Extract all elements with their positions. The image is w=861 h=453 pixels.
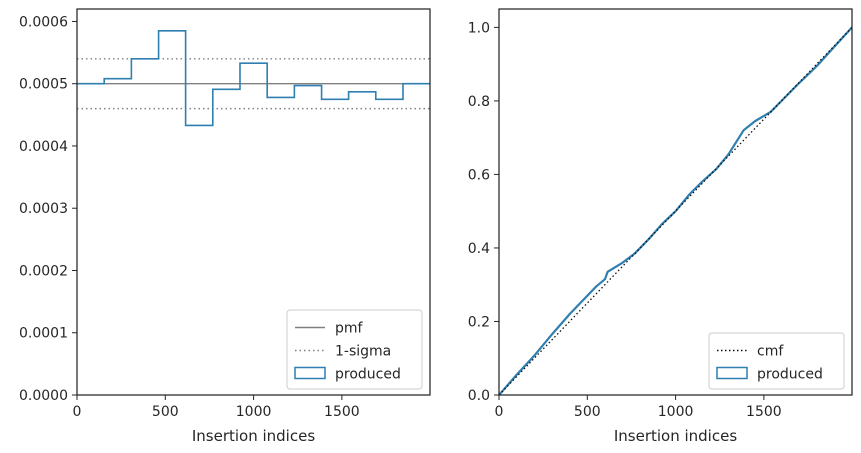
legend-label-pmf: pmf [335, 321, 364, 337]
x-tick-label: 1500 [746, 404, 782, 420]
x-tick-label: 500 [574, 404, 601, 420]
plot-area [77, 29, 430, 395]
plot-frame [76, 8, 431, 396]
histogram-bin [159, 31, 186, 395]
legend-label-sigma: 1-sigma [335, 344, 391, 360]
legend-box [286, 309, 423, 390]
histogram-bin [213, 89, 240, 395]
y-tick-label: 0.2 [468, 314, 490, 330]
histogram-bin [104, 79, 131, 395]
y-tick-label: 0.0002 [19, 263, 68, 279]
y-tick-label: 0.0000 [19, 388, 68, 404]
plot-area [499, 26, 852, 395]
y-tick-label: 0.0 [468, 388, 490, 404]
y-tick-label: 0.4 [468, 241, 490, 257]
x-tick-label: 1000 [658, 404, 694, 420]
histogram-bin [240, 63, 267, 395]
plot-frame [498, 8, 853, 396]
cmf-line [499, 26, 852, 395]
y-tick-label: 0.0001 [19, 326, 68, 342]
y-tick-label: 0.0006 [19, 14, 68, 30]
x-axis-label: Insertion indices [614, 427, 737, 445]
legend-swatch-produced [716, 366, 748, 380]
y-tick-label: 0.8 [468, 94, 490, 110]
legend: cmf produced [708, 332, 845, 390]
legend-label-produced: produced [757, 367, 823, 383]
x-tick-label: 500 [152, 404, 179, 420]
y-tick-label: 0.0003 [19, 201, 68, 217]
legend-label-cmf: cmf [757, 344, 784, 360]
y-tick-label: 0.0004 [19, 139, 68, 155]
y-tick-label: 1.0 [468, 20, 490, 36]
legend-box [708, 332, 845, 390]
histogram-bin [131, 59, 158, 395]
legend-label-produced: produced [335, 367, 401, 383]
x-tick-label: 0 [495, 404, 504, 420]
legend-swatch-produced [294, 366, 326, 380]
y-tick-label: 0.0005 [19, 77, 68, 93]
legend: pmf 1-sigma produced [286, 309, 423, 390]
x-tick-label: 1000 [236, 404, 272, 420]
histogram-bin [186, 125, 213, 395]
x-tick-label: 1500 [324, 404, 360, 420]
cmf-line-panel: 0.0 0.2 0.4 0.6 0.8 1.0 0 500 1000 1500 Insertion … [468, 8, 853, 445]
histogram-bin [77, 84, 104, 395]
y-tick-label: 0.6 [468, 167, 490, 183]
pmf-histogram-panel: 0.0000 0.0001 0.0002 0.0003 0.0004 0.0005 0.00… [19, 8, 431, 445]
x-axis-label: Insertion indices [192, 427, 315, 445]
x-tick-label: 0 [73, 404, 82, 420]
produced-histogram [77, 29, 430, 127]
